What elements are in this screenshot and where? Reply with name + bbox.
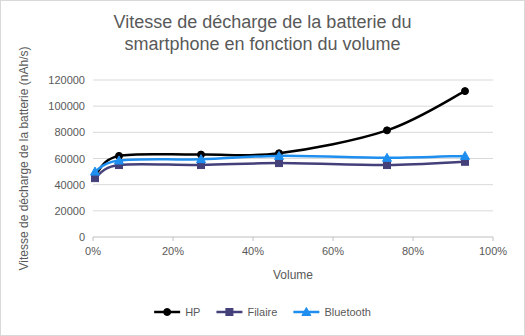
legend-label: Filaire — [247, 306, 277, 318]
grid-line — [93, 184, 493, 185]
chart-frame — [1, 1, 525, 336]
series-line — [95, 91, 465, 175]
grid-line — [93, 132, 493, 133]
y-tick-label: 60000 — [54, 153, 85, 165]
legend-label: HP — [185, 306, 200, 318]
y-axis-label: Vitesse de décharge de la batterie (nAh/… — [17, 47, 31, 271]
x-tick-label: 60% — [322, 245, 344, 257]
legend-marker — [226, 309, 233, 316]
data-point — [462, 88, 469, 95]
title-line: Vitesse de décharge de la batterie du — [114, 12, 412, 32]
data-point — [275, 151, 284, 159]
y-tick-label: 80000 — [54, 126, 85, 138]
data-point — [461, 151, 470, 159]
data-point — [384, 127, 391, 134]
data-point — [115, 156, 124, 164]
legend-marker — [164, 309, 171, 316]
legend: HP Filaire Bluetooth — [154, 306, 371, 318]
plot-area — [91, 88, 470, 182]
data-point — [92, 175, 99, 182]
x-tick-label: 100% — [479, 245, 507, 257]
x-axis-label: Volume — [273, 268, 313, 282]
data-point — [383, 153, 392, 161]
title: Vitesse de décharge de la batterie dusma… — [114, 12, 412, 54]
data-point — [91, 167, 100, 175]
legend-label: Bluetooth — [324, 306, 370, 318]
title-line: smartphone en fonction du volume — [124, 34, 400, 54]
x-tick — [333, 237, 334, 241]
x-tick — [173, 237, 174, 241]
legend-marker — [302, 308, 311, 316]
x-tick-label: 40% — [242, 245, 264, 257]
grid-line — [93, 80, 493, 81]
x-tick-label: 20% — [162, 245, 184, 257]
data-point — [384, 162, 391, 169]
y-tick-label: 120000 — [48, 74, 85, 86]
y-tick-label: 20000 — [54, 205, 85, 217]
x-tick-label: 0% — [85, 245, 101, 257]
grid-line — [93, 237, 493, 238]
x-tick-label: 80% — [402, 245, 424, 257]
x-tick — [493, 237, 494, 241]
y-tick-label: 0 — [79, 231, 85, 243]
grid-line — [93, 106, 493, 107]
data-point — [276, 160, 283, 167]
y-tick-label: 100000 — [48, 100, 85, 112]
grid-line — [93, 210, 493, 211]
x-tick — [413, 237, 414, 241]
x-tick — [93, 237, 94, 241]
data-point — [197, 155, 206, 163]
y-tick-label: 40000 — [54, 179, 85, 191]
x-tick — [253, 237, 254, 241]
